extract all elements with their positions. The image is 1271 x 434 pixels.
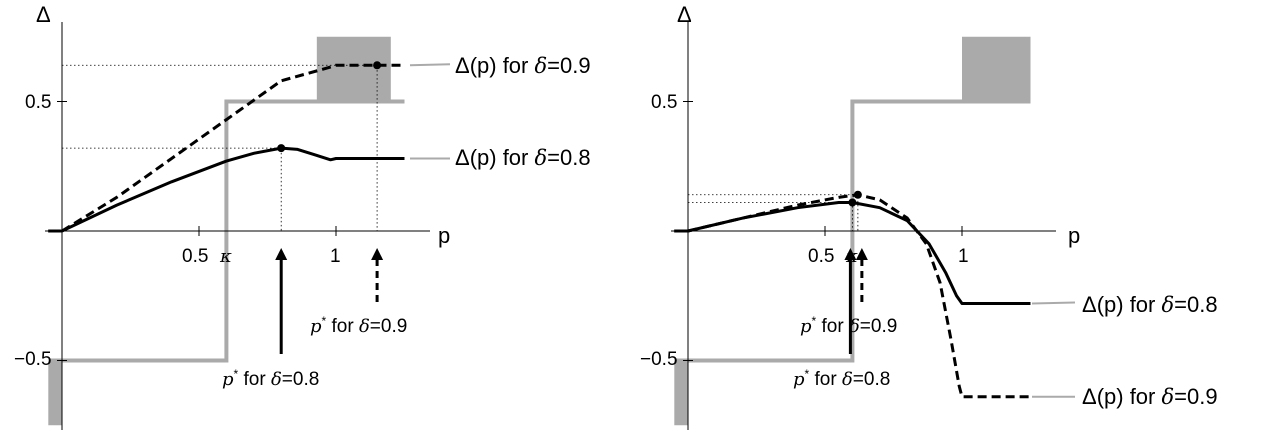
left-ytick-label-neg-0.5: −0.5	[14, 349, 52, 370]
right-xtick-label-0.5: 0.5	[808, 246, 834, 267]
right-curve-label-delta-0.8: Δ(p) for δ=0.8	[1082, 292, 1218, 317]
left-curve-label-delta-0.8: Δ(p) for δ=0.8	[455, 145, 591, 170]
left-xtick-label-0.5: 0.5	[182, 246, 208, 267]
right-pstar-label-delta-0.9: p* for δ=0.9	[800, 314, 897, 337]
right-x-axis-label: p	[1068, 223, 1080, 248]
right-panel: Δ p 0.5 −0.5 0.5 κ 1 Δ(p) for δ=0.8 Δ(p)…	[640, 2, 1218, 430]
right-optimum-dot-δ=0.8	[848, 198, 857, 207]
right-pstar-arrow-head-δ=0.8	[844, 248, 857, 260]
left-optimum-guide-δ=0.9	[62, 64, 378, 231]
right-kappa-label: κ	[845, 246, 858, 267]
left-optimum-guide-δ=0.8	[62, 147, 282, 231]
right-y-axis-label: Δ	[677, 2, 692, 27]
left-pstar-label-delta-0.9: p* for δ=0.9	[310, 314, 407, 337]
left-pstar-label-delta-0.8: p* for δ=0.8	[222, 367, 319, 390]
left-ytick-label-0.5: 0.5	[25, 92, 51, 113]
left-curve-δ=0.9	[48, 63, 405, 233]
right-ytick-label-0.5: 0.5	[651, 92, 677, 113]
right-optimum-guide-δ=0.9	[688, 194, 859, 231]
right-pstar-arrow-head-δ=0.9	[855, 248, 868, 260]
left-shaded-region-0	[316, 36, 391, 102]
right-optimum-guide-δ=0.8	[688, 202, 853, 231]
left-panel: Δ p 0.5 −0.5 0.5 κ 1 Δ(p) for δ=0.9 Δ(p)…	[14, 2, 591, 430]
right-leader-δ=0.8	[1031, 301, 1076, 305]
right-shaded-region-0	[962, 36, 1031, 102]
left-optimum-dot-δ=0.8	[277, 144, 286, 153]
left-y-axis-label: Δ	[36, 2, 51, 27]
left-curve-δ=0.8	[48, 146, 405, 233]
left-xtick-label-1: 1	[330, 246, 341, 267]
right-curve-δ=0.9	[674, 193, 1031, 399]
right-pstar-label-delta-0.8: p* for δ=0.8	[793, 367, 890, 390]
left-curve-label-delta-0.9: Δ(p) for δ=0.9	[455, 53, 591, 78]
left-optimum-dot-δ=0.9	[373, 61, 382, 70]
left-x-axis-label: p	[438, 223, 450, 248]
left-leader-δ=0.9	[409, 63, 451, 67]
right-curve-label-delta-0.9: Δ(p) for δ=0.9	[1082, 384, 1218, 409]
left-pstar-arrow-head-δ=0.8	[275, 248, 288, 260]
right-shaded-region-1	[674, 360, 688, 426]
right-xtick-label-1: 1	[958, 246, 969, 267]
left-shaded-region-1	[48, 360, 62, 426]
right-optimum-dot-δ=0.9	[853, 190, 862, 199]
left-pstar-arrow-head-δ=0.9	[371, 248, 384, 260]
right-ytick-label-neg-0.5: −0.5	[640, 349, 678, 370]
left-kappa-label: κ	[219, 246, 232, 267]
